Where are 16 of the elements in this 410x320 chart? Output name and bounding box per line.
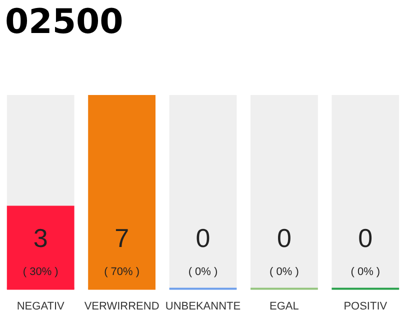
x-tick-label: UNBEKANNTE xyxy=(165,300,241,312)
data-label: 7 xyxy=(114,222,130,253)
annotation: ( 0% ) xyxy=(270,266,299,278)
x-tick-label: POSITIV xyxy=(344,300,388,312)
data-label: 3 xyxy=(33,222,48,253)
annotation: ( 0% ) xyxy=(188,266,218,278)
x-tick-label: NEGATIV xyxy=(16,300,65,312)
data-label: 0 xyxy=(276,222,292,253)
data-label: 0 xyxy=(196,222,210,253)
annotation: ( 70% ) xyxy=(104,266,140,278)
chart-title: 02500 xyxy=(5,1,124,44)
annotation: ( 0% ) xyxy=(350,266,380,278)
data-label: 0 xyxy=(358,222,373,253)
annotation: ( 30% ) xyxy=(22,266,58,278)
x-tick-label: VERWIRREND xyxy=(84,300,160,312)
x-tick-label: EGAL xyxy=(270,300,299,312)
